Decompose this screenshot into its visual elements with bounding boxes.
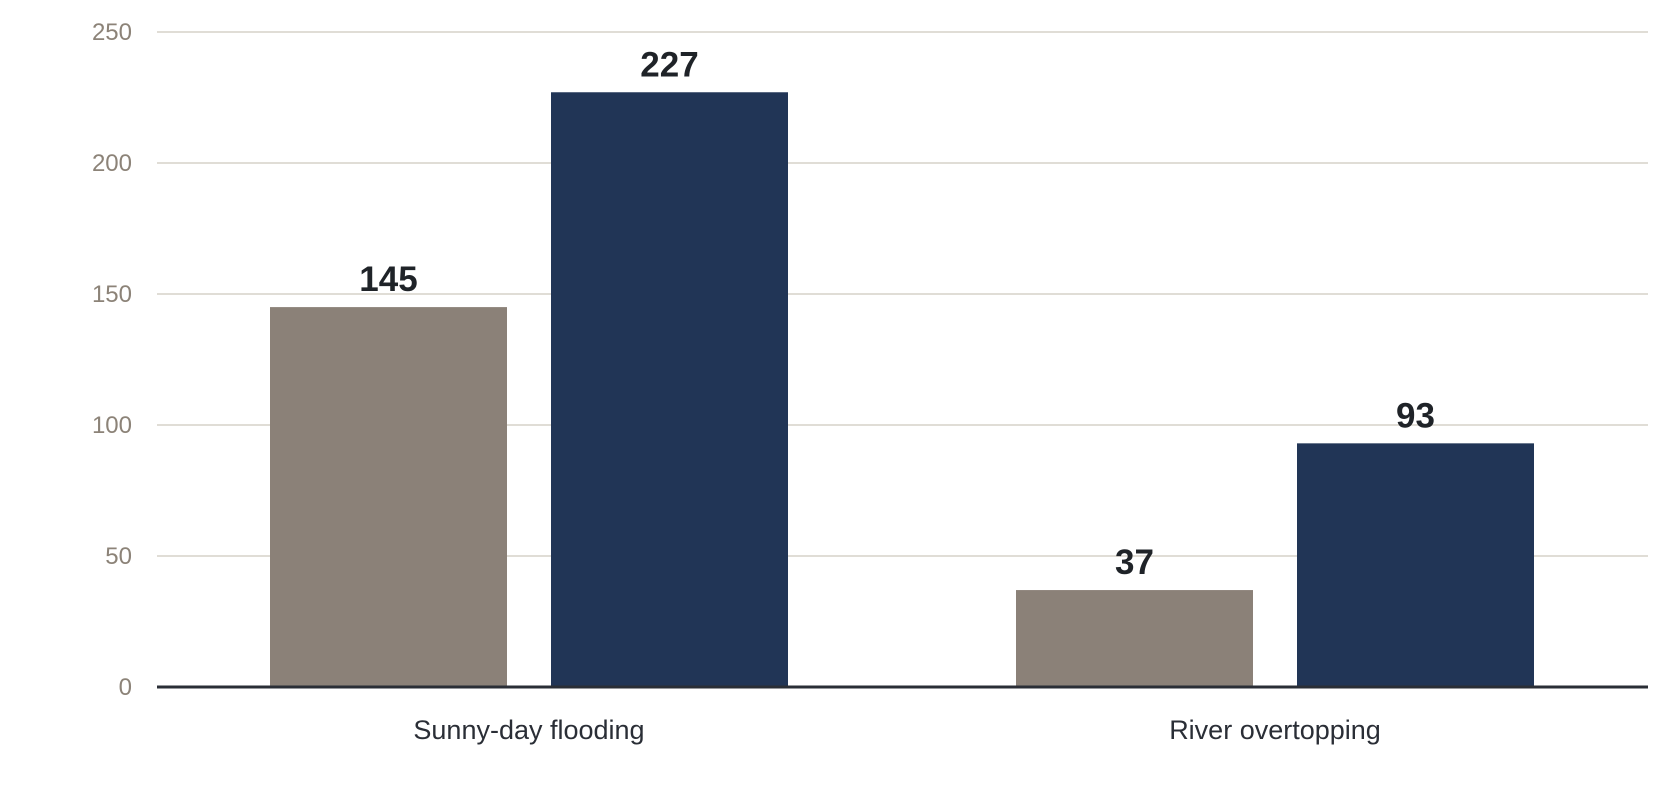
bar-value-label: 145: [359, 260, 417, 299]
y-tick-label: 100: [92, 412, 132, 439]
bar: [551, 92, 788, 687]
bar-value-label: 37: [1115, 543, 1154, 582]
bar-value-label: 227: [640, 45, 698, 84]
x-category-label: Sunny-day flooding: [413, 715, 644, 745]
labels: 0 50 100 150 200 250 145 227 Sunny-day flooding 3…: [92, 19, 1435, 745]
bar: [270, 307, 507, 687]
bar: [1297, 443, 1534, 687]
y-tick-label: 250: [92, 19, 132, 46]
y-tick-label: 150: [92, 281, 132, 308]
bar: [1016, 590, 1253, 687]
y-tick-label: 50: [105, 543, 132, 570]
bar-value-label: 93: [1396, 396, 1435, 435]
x-category-label: River overtopping: [1169, 715, 1381, 745]
bars: [270, 92, 1534, 687]
y-tick-label: 200: [92, 150, 132, 177]
y-tick-label: 0: [119, 674, 132, 701]
